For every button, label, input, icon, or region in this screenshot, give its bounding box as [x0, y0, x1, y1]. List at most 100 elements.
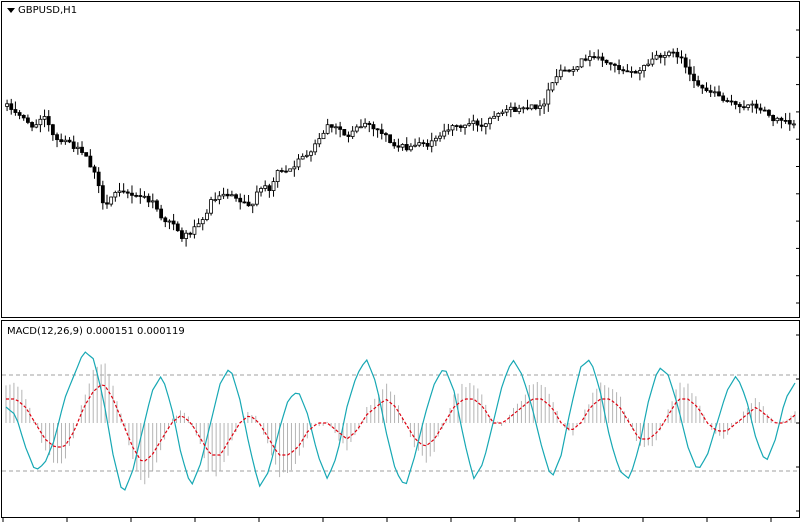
candle [92, 164, 97, 179]
candle-body [563, 69, 567, 72]
candle [117, 182, 122, 197]
candle [292, 160, 297, 177]
candle-body [329, 124, 334, 128]
candle-body [388, 134, 392, 143]
signal-line [6, 384, 796, 462]
candle-body [221, 193, 226, 197]
candle-body [696, 80, 701, 86]
candle-body [571, 69, 576, 72]
candle [583, 54, 588, 62]
candle-body [417, 142, 422, 146]
candle-body [209, 199, 213, 214]
candle-body [538, 105, 542, 109]
candle-body [59, 139, 64, 143]
candle [504, 105, 509, 117]
candle-body [767, 109, 771, 116]
candle-body [55, 134, 59, 141]
candle [13, 101, 18, 116]
candle [717, 85, 721, 97]
candle [650, 52, 655, 67]
candle [9, 98, 14, 115]
candle-body [558, 69, 563, 78]
candle-body [471, 120, 476, 124]
candle [271, 177, 276, 197]
macd-indicator-pane[interactable]: MACD(12,26,9) 0.000151 0.000119 [1, 320, 800, 518]
candle-body [683, 57, 688, 68]
candle-body [550, 82, 555, 91]
candle [184, 230, 188, 247]
candle-body [671, 51, 676, 54]
candle [155, 199, 159, 212]
candle [746, 104, 751, 111]
candle [88, 149, 93, 168]
candle [392, 139, 397, 149]
candle-body [180, 230, 184, 239]
candle [254, 185, 259, 207]
candle-body [200, 219, 205, 225]
candle-body [100, 185, 105, 204]
candle [700, 84, 705, 94]
candle [71, 135, 76, 153]
candle [721, 92, 726, 103]
candle [421, 139, 426, 147]
candle [779, 116, 784, 129]
candle-body [284, 170, 288, 173]
candle [263, 180, 268, 192]
candle [775, 116, 780, 124]
candle [533, 104, 538, 111]
price-chart-pane[interactable]: GBPUSD,H1 [1, 1, 800, 318]
candle [396, 138, 401, 152]
candle [38, 115, 43, 133]
candle [346, 131, 351, 143]
candle [284, 165, 288, 174]
candle [654, 50, 659, 61]
candle-body [667, 51, 671, 56]
candle [192, 219, 197, 239]
candle [279, 167, 284, 173]
candle-body [300, 155, 305, 160]
candle-body [96, 171, 101, 187]
candle-body [150, 200, 155, 203]
candle-body [213, 199, 218, 201]
candle-body [384, 133, 388, 136]
candle [571, 66, 576, 76]
candle-body [242, 201, 247, 204]
candle-body [163, 217, 168, 223]
candle-body [34, 124, 39, 128]
candle-body [483, 123, 488, 127]
candle-body [109, 196, 114, 205]
candle-body [675, 51, 680, 58]
candle [704, 82, 709, 93]
candle-body [463, 124, 467, 128]
candle-body [742, 106, 746, 109]
candle [558, 64, 563, 80]
candle-body [254, 191, 259, 205]
candle-body [525, 107, 530, 110]
candle-body [279, 170, 284, 172]
candle-body [354, 126, 359, 132]
candle [379, 123, 384, 140]
candle-body [588, 56, 592, 61]
candle-body [429, 140, 434, 147]
candle [80, 141, 84, 156]
candle-body [246, 201, 251, 207]
candle [46, 110, 51, 132]
candle-body [13, 109, 18, 113]
candle [538, 100, 542, 116]
candle [692, 66, 696, 89]
candle [196, 218, 201, 228]
candle [737, 102, 742, 114]
candle [367, 120, 372, 133]
candle-body [225, 193, 230, 197]
candle [317, 133, 322, 148]
candle [525, 99, 530, 111]
candle-body [712, 91, 717, 94]
candle-body [404, 144, 409, 151]
candle-body [438, 135, 442, 139]
candle [600, 52, 605, 67]
candle-body [334, 126, 338, 129]
candle [275, 169, 280, 188]
candle-body [42, 116, 47, 120]
candle-body [504, 109, 509, 113]
candle-body [425, 142, 430, 147]
